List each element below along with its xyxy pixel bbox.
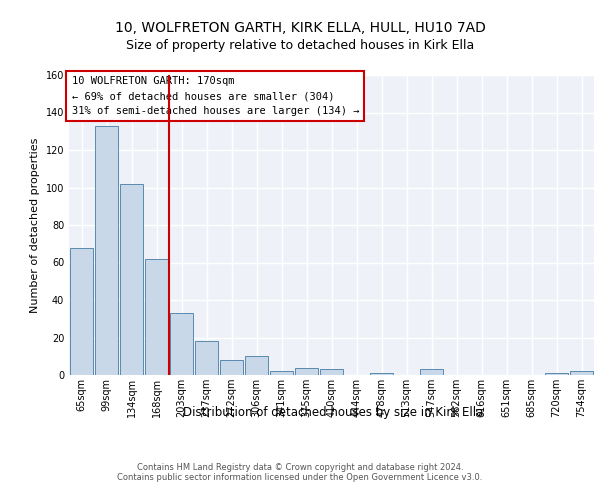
Text: 10, WOLFRETON GARTH, KIRK ELLA, HULL, HU10 7AD: 10, WOLFRETON GARTH, KIRK ELLA, HULL, HU… (115, 20, 485, 34)
Bar (370, 373, 393, 375)
Text: Contains HM Land Registry data © Crown copyright and database right 2024.
Contai: Contains HM Land Registry data © Crown c… (118, 463, 482, 482)
Bar (195, 341, 218, 375)
Bar (320, 370, 343, 375)
Bar (70, 248, 93, 375)
Bar (220, 360, 243, 375)
Bar (270, 371, 293, 375)
Bar (420, 370, 443, 375)
Bar (545, 373, 568, 375)
Bar (570, 371, 593, 375)
Bar (120, 184, 143, 375)
Bar (95, 126, 118, 375)
Text: Distribution of detached houses by size in Kirk Ella: Distribution of detached houses by size … (183, 406, 483, 419)
Bar (245, 356, 268, 375)
Bar (295, 368, 318, 375)
Bar (170, 313, 193, 375)
Bar (145, 259, 168, 375)
Text: Size of property relative to detached houses in Kirk Ella: Size of property relative to detached ho… (126, 38, 474, 52)
Text: 10 WOLFRETON GARTH: 170sqm
← 69% of detached houses are smaller (304)
31% of sem: 10 WOLFRETON GARTH: 170sqm ← 69% of deta… (71, 76, 359, 116)
Y-axis label: Number of detached properties: Number of detached properties (30, 138, 40, 312)
